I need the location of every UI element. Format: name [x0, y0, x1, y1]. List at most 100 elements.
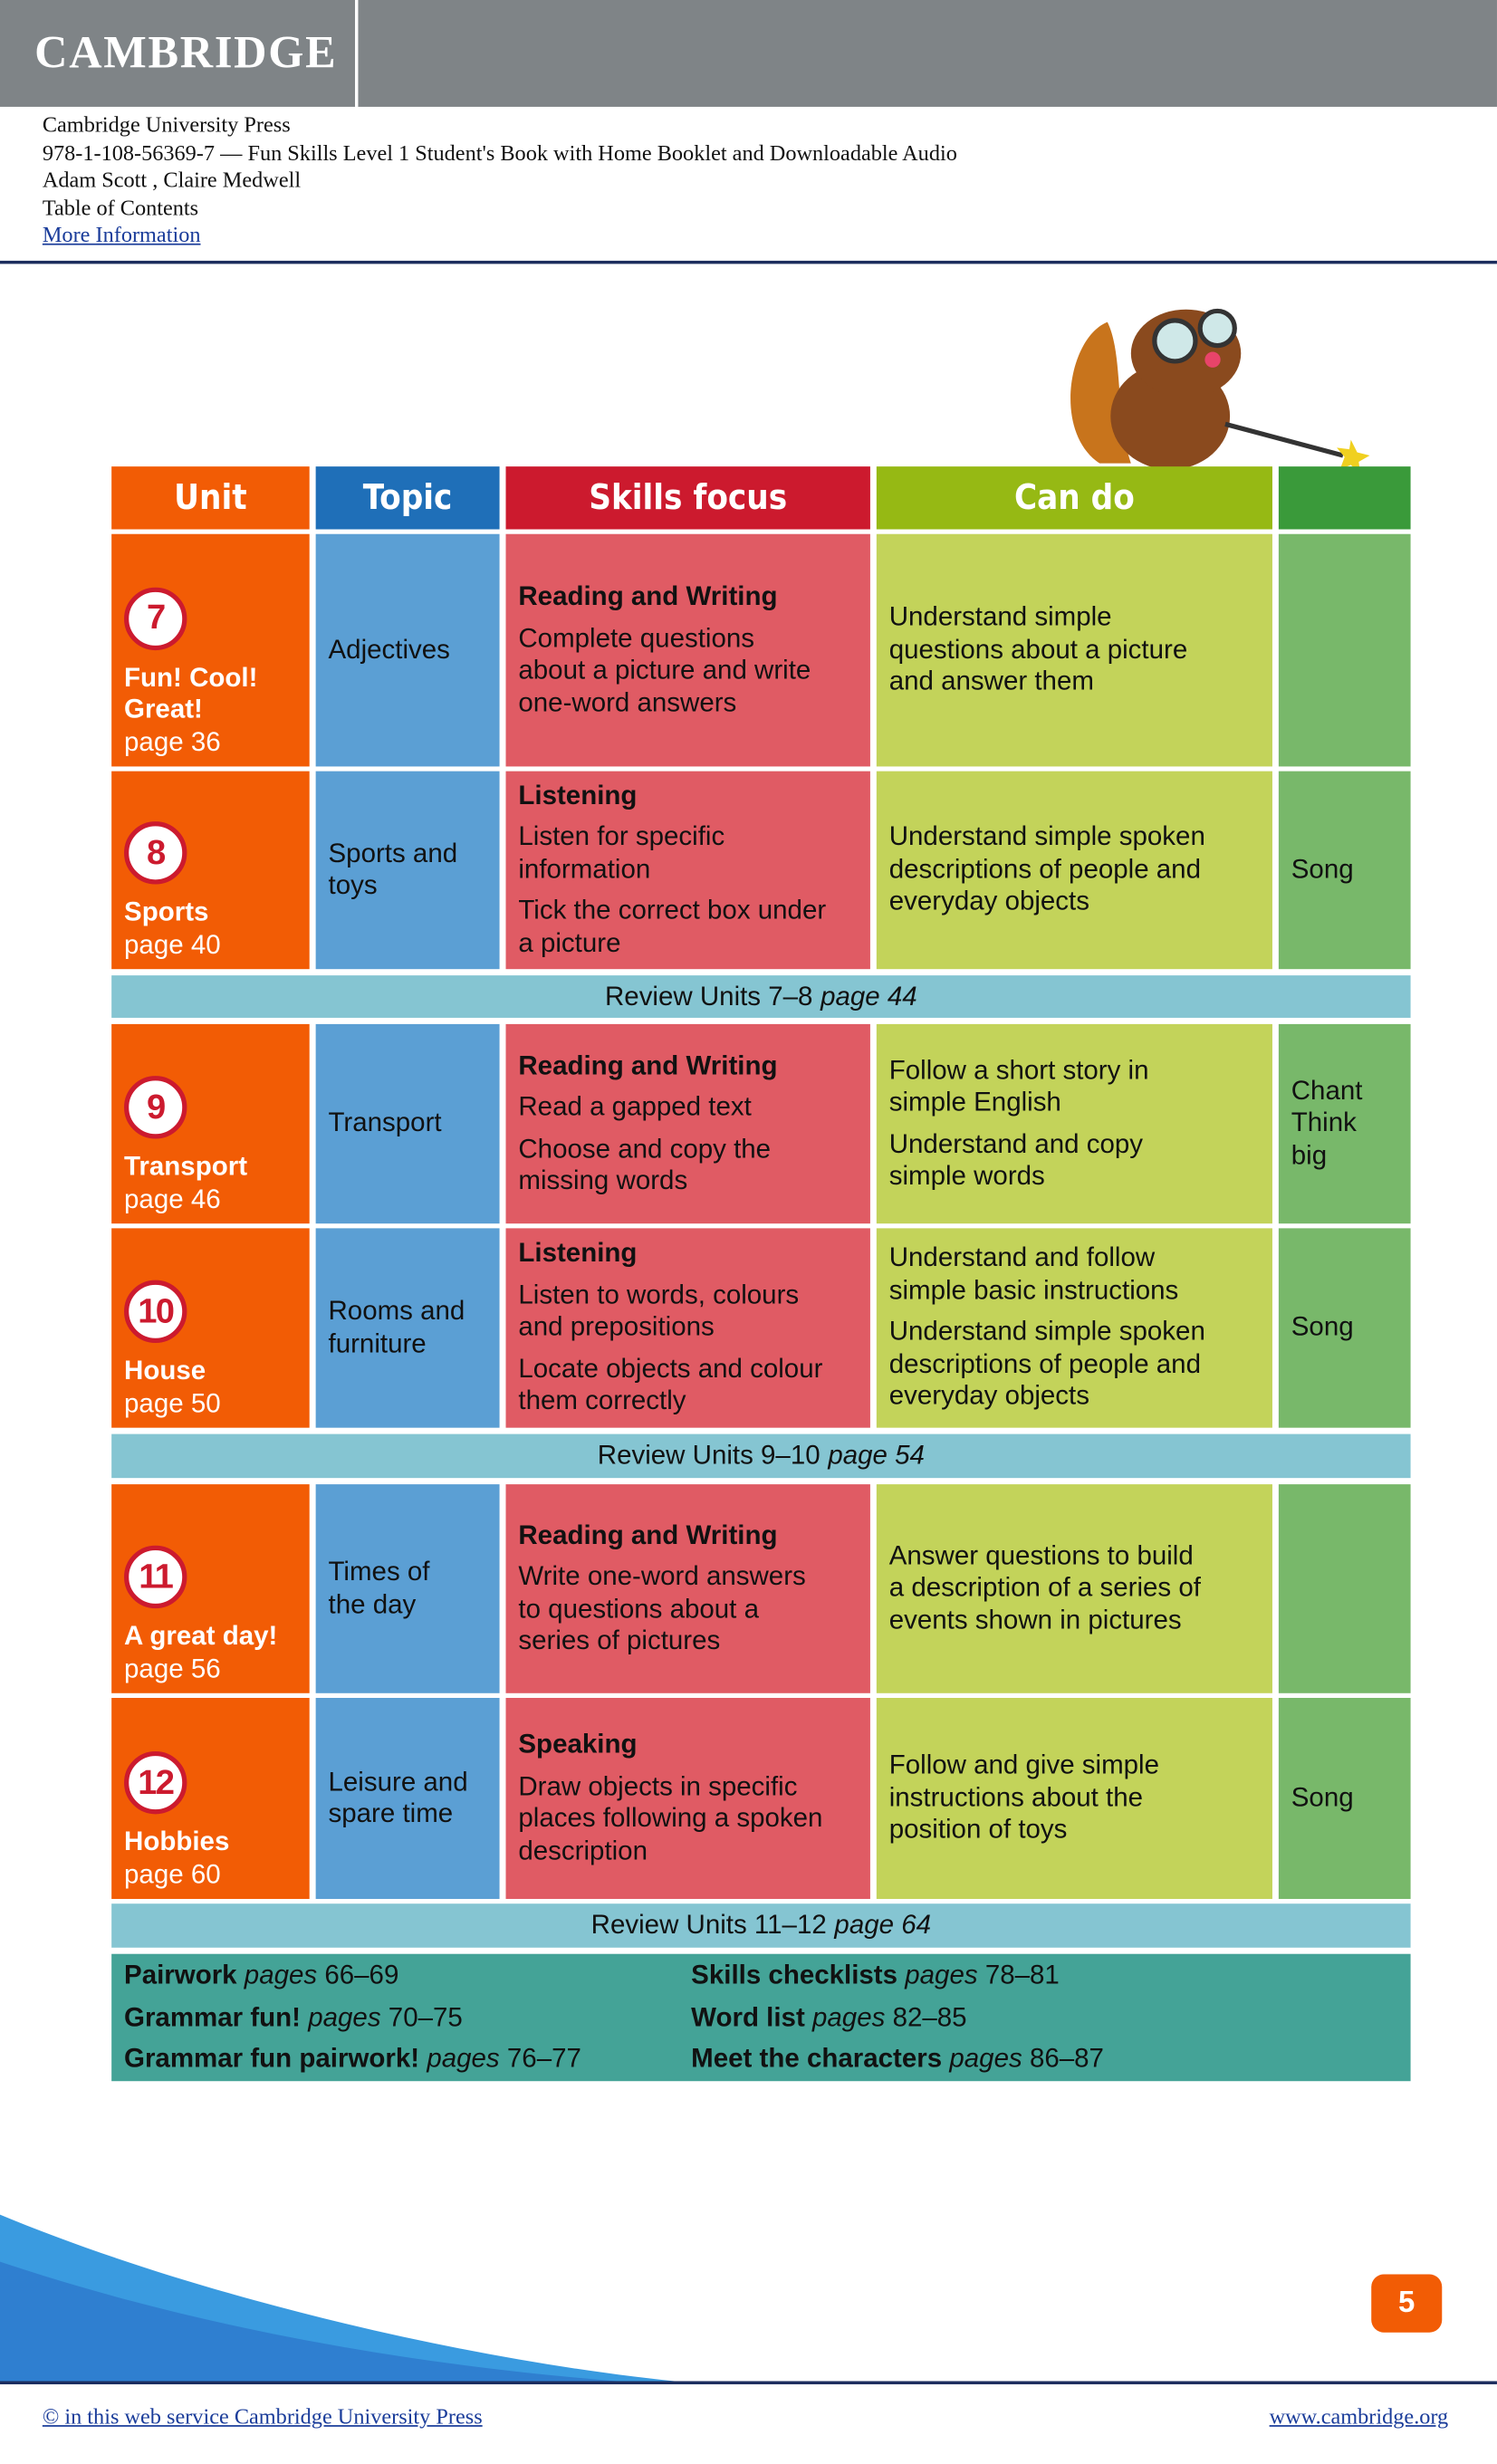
table-cell: Reading and Writing Read a gapped text Cho…	[505, 1023, 870, 1224]
skill-item: Read a gapped text	[518, 1091, 858, 1124]
text-line: simple English	[888, 1087, 1061, 1117]
text-line: simple words	[888, 1160, 1045, 1191]
unit-page: page 60	[124, 1858, 221, 1889]
page-number: 5	[1371, 2274, 1443, 2333]
extras-title: Grammar fun!	[124, 2001, 302, 2032]
table-cell	[1278, 1484, 1411, 1693]
table-cell: Listening Listen for specific information T…	[505, 771, 870, 970]
can-do-item: Understand simple questions about a pictu…	[889, 602, 1260, 699]
text-line: Transport	[124, 1151, 248, 1182]
skill-heading: Listening	[518, 1238, 638, 1269]
text-line: to questions about a	[518, 1593, 759, 1624]
isbn-title: 978-1-108-56369-7 — Fun Skills Level 1 S…	[42, 141, 957, 166]
skill-item: Listen for specific information	[518, 822, 858, 887]
text-line: series of pictures	[518, 1625, 721, 1656]
extras-pages: 78–81	[984, 1960, 1060, 1990]
unit-number: 11	[124, 1545, 187, 1609]
extras-pages: 82–85	[892, 2001, 967, 2032]
table-cell: Follow and give simple instructions about…	[876, 1697, 1272, 1900]
text-line: A great day!	[124, 1621, 278, 1651]
text-line: Complete questions	[518, 622, 755, 653]
text-line: Adjectives	[328, 634, 450, 665]
can-do-item: Understand and copy simple words	[889, 1128, 1260, 1193]
column-header: Topic	[315, 466, 500, 530]
divider	[354, 0, 359, 107]
table-cell: Song	[1278, 1228, 1411, 1428]
text-line: Fun! Cool!	[124, 662, 258, 693]
skill-heading: Reading and Writing	[518, 1050, 778, 1080]
extras-title: Skills checklists	[691, 1960, 898, 1990]
text-line: Sports and	[328, 838, 458, 868]
text-line: spare time	[328, 1798, 454, 1828]
text-line: Song	[1291, 1311, 1354, 1342]
text-line: Draw objects in specific	[518, 1770, 798, 1801]
text-line: toys	[328, 869, 378, 900]
table-cell: Listening Listen to words, colours and pre…	[505, 1228, 870, 1428]
text-line: places following a spoken	[518, 1803, 823, 1834]
squirrel-illustration	[1070, 308, 1370, 472]
extras-pages-word: pages	[308, 2001, 381, 2032]
extras-item: Pairwork pages 66–69	[124, 1961, 398, 1992]
table-cell: 10 House page 50	[111, 1228, 310, 1428]
extras-pages-word: pages	[905, 1960, 978, 1990]
text-line: descriptions of people and	[888, 1348, 1201, 1379]
extras-item: Word list pages 82–85	[691, 2002, 966, 2034]
can-do-item: Follow a short story in simple English	[889, 1055, 1260, 1119]
review-row: Review Units 7–8 page 44	[111, 975, 1411, 1018]
table-cell: Reading and Writing Write one-word answer…	[505, 1484, 870, 1693]
text-line: a picture	[518, 927, 621, 958]
skill-heading: Speaking	[518, 1729, 638, 1759]
unit-number: 9	[124, 1076, 187, 1139]
extras-pages-word: pages	[812, 2001, 886, 2032]
extras-item: Grammar fun! pages 70–75	[124, 2002, 463, 2034]
review-text: Review Units 9–10	[597, 1440, 820, 1471]
extras-title: Pairwork	[124, 1960, 237, 1990]
can-do-item: Answer questions to build a description o…	[889, 1540, 1260, 1637]
section: Table of Contents	[42, 197, 199, 221]
table-cell	[1278, 533, 1411, 767]
table-cell: Follow a short story in simple English Und…	[876, 1023, 1272, 1224]
text-line: Great!	[124, 694, 203, 724]
skill-item: Locate objects and colour them correctly	[518, 1354, 858, 1418]
text-line: Sports	[124, 896, 209, 927]
skill-item: Tick the correct box under a picture	[518, 896, 858, 960]
table-cell: Reading and Writing Complete questions abo…	[505, 533, 870, 767]
website-link[interactable]: www.cambridge.org	[1269, 2406, 1449, 2430]
more-info-link[interactable]: More Information	[42, 225, 201, 249]
text-line: Hobbies	[124, 1826, 230, 1857]
column-header: Skills focus	[505, 466, 870, 530]
review-row: Review Units 11–12 page 64	[111, 1903, 1411, 1948]
text-line: position of toys	[888, 1814, 1068, 1845]
text-line: everyday objects	[888, 886, 1090, 916]
text-line: Understand simple	[888, 601, 1112, 632]
text-line: Read a gapped text	[518, 1091, 752, 1122]
text-line: Follow and give simple	[888, 1750, 1160, 1780]
extras-item: Meet the characters pages 86–87	[691, 2044, 1104, 2076]
text-line: Song	[1291, 854, 1354, 885]
copyright-link[interactable]: © in this web service Cambridge Universi…	[42, 2406, 483, 2430]
table-cell: 11 A great day! page 56	[111, 1484, 310, 1693]
table-cell: Understand simple spoken descriptions of …	[876, 771, 1272, 970]
text-line: simple basic instructions	[888, 1274, 1179, 1305]
text-line: Write one-word answers	[518, 1561, 806, 1592]
text-line: Follow a short story in	[888, 1054, 1149, 1085]
table-cell: 8 Sports page 40	[111, 771, 310, 970]
text-line: Rooms and	[328, 1295, 465, 1326]
unit-number: 10	[124, 1280, 187, 1343]
table-cell: Answer questions to build a description o…	[876, 1484, 1272, 1693]
text-line: Chant	[1291, 1075, 1363, 1106]
extras-item: Grammar fun pairwork! pages 76–77	[124, 2044, 581, 2076]
extras-pages-word: pages	[949, 2043, 1022, 2074]
unit-number: 12	[124, 1750, 187, 1815]
can-do-item: Understand simple spoken descriptions of …	[889, 822, 1260, 919]
wave-decoration	[0, 2214, 707, 2384]
extras-title: Meet the characters	[691, 2043, 943, 2074]
extras-pages: 70–75	[388, 2001, 463, 2032]
text-line: the day	[328, 1588, 417, 1619]
column-header: Unit	[111, 466, 310, 530]
text-line: and answer them	[888, 666, 1094, 696]
skill-heading: Listening	[518, 780, 638, 810]
text-line: missing words	[518, 1165, 688, 1195]
publisher: Cambridge University Press	[42, 114, 291, 139]
text-line: about a picture and write	[518, 655, 811, 686]
